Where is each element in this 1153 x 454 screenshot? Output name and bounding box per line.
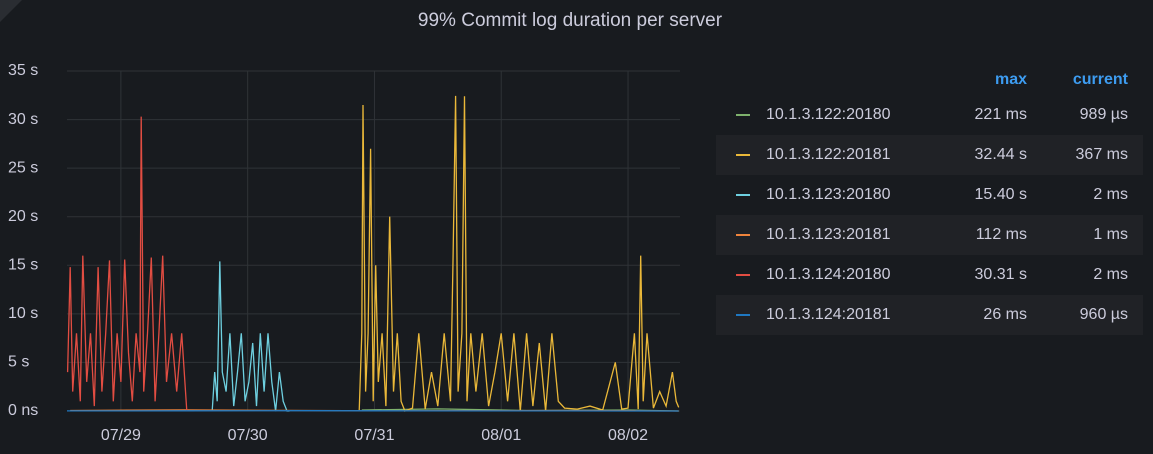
series-line: [66, 116, 188, 412]
y-tick-label: 0 ns: [8, 402, 38, 419]
legend-name[interactable]: 10.1.3.123:20180: [766, 186, 891, 203]
legend-max: 30.31 s: [975, 266, 1027, 283]
legend-row-band: [716, 295, 1143, 335]
legend-max: 221 ms: [975, 106, 1027, 123]
legend-current: 989 µs: [1080, 106, 1128, 123]
y-tick-label: 10 s: [8, 305, 38, 322]
x-tick-label: 07/29: [101, 427, 141, 444]
legend-name[interactable]: 10.1.3.124:20180: [766, 266, 891, 283]
legend-name[interactable]: 10.1.3.124:20181: [766, 306, 891, 323]
legend-name[interactable]: 10.1.3.123:20181: [766, 226, 891, 243]
legend-current: 367 ms: [1076, 146, 1128, 163]
legend-name[interactable]: 10.1.3.122:20181: [766, 146, 891, 163]
series-line: [211, 261, 290, 412]
legend-current: 2 ms: [1093, 186, 1128, 203]
info-corner[interactable]: [0, 0, 22, 22]
y-tick-label: 20 s: [8, 208, 38, 225]
legend-current: 1 ms: [1093, 226, 1128, 243]
y-tick-label: 30 s: [8, 111, 38, 128]
legend-max: 32.44 s: [975, 146, 1027, 163]
series-line: [358, 95, 680, 412]
x-tick-label: 07/31: [354, 427, 394, 444]
legend-header: max: [995, 71, 1027, 88]
legend-max: 15.40 s: [975, 186, 1027, 203]
y-tick-label: 15 s: [8, 257, 38, 274]
legend-header: current: [1073, 71, 1129, 88]
panel-title: 99% Commit log duration per server: [418, 10, 723, 31]
x-tick-label: 08/02: [608, 427, 648, 444]
y-tick-label: 25 s: [8, 159, 38, 176]
y-tick-label: 5 s: [8, 354, 29, 371]
legend-max: 26 ms: [983, 306, 1027, 323]
legend-row-band: [716, 135, 1143, 175]
x-tick-label: 08/01: [481, 427, 521, 444]
legend-max: 112 ms: [976, 226, 1027, 243]
x-tick-label: 07/30: [228, 427, 268, 444]
legend-name[interactable]: 10.1.3.122:20180: [766, 106, 891, 123]
legend-current: 2 ms: [1093, 266, 1128, 283]
y-tick-label: 35 s: [8, 62, 38, 79]
legend-current: 960 µs: [1080, 306, 1128, 323]
legend-row-band: [716, 215, 1143, 255]
